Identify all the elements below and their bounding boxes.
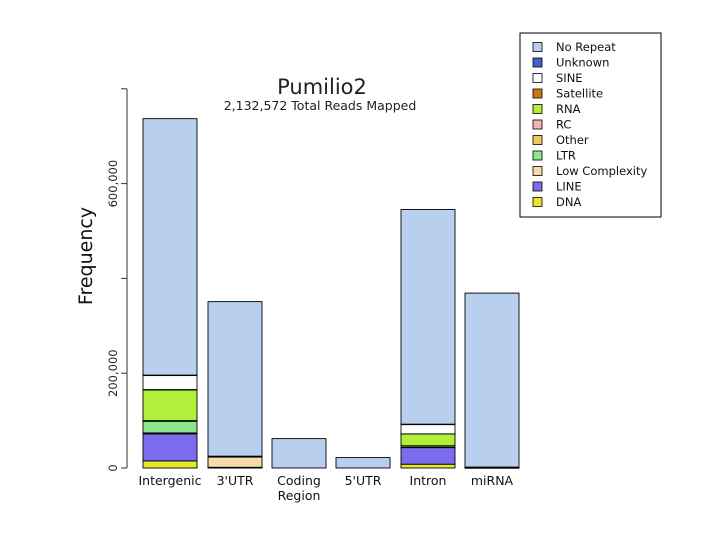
legend-swatch xyxy=(532,166,543,176)
category-label-line2: Region xyxy=(278,488,321,503)
legend-box xyxy=(519,32,662,218)
bar-segment-line xyxy=(142,433,198,462)
legend-label: DNA xyxy=(556,195,581,209)
y-tick-label: 0 xyxy=(106,464,120,471)
legend-label: RNA xyxy=(556,102,581,116)
legend-swatch xyxy=(532,135,543,145)
bar-segment-sine xyxy=(400,423,456,435)
y-axis: 0 200,000 600,000 xyxy=(106,88,128,472)
bar-segment-line xyxy=(400,447,456,465)
category-label: Coding xyxy=(277,473,321,488)
y-tick-label: 200,000 xyxy=(106,349,120,397)
legend-label: RC xyxy=(556,118,571,132)
bar-segment-no-repeat xyxy=(400,208,456,425)
legend-swatch xyxy=(532,119,543,130)
bar-intron xyxy=(400,208,456,469)
bar-segment-no-repeat xyxy=(142,118,198,376)
bar-segment-sine xyxy=(142,374,198,391)
category-label: Intergenic xyxy=(138,473,201,488)
bar-segment-rna xyxy=(400,433,456,447)
bar-coding-region xyxy=(271,438,327,469)
legend-swatch xyxy=(532,73,543,83)
legend-item-sine: SINE xyxy=(532,71,583,85)
legend-swatch xyxy=(532,197,543,207)
bar-segment-dna xyxy=(400,463,456,469)
legend-label: Other xyxy=(556,133,589,147)
legend-swatch xyxy=(532,57,543,68)
chart-subtitle: 2,132,572 Total Reads Mapped xyxy=(224,98,417,113)
bar-intergenic xyxy=(142,118,198,469)
legend-label: LTR xyxy=(556,149,576,163)
legend-swatch xyxy=(532,88,543,99)
legend-label: SINE xyxy=(556,71,583,85)
bars xyxy=(142,118,520,469)
category-label: miRNA xyxy=(471,473,514,488)
bar-segment-no-repeat xyxy=(335,457,391,469)
bar-segment-no-repeat xyxy=(207,301,263,457)
legend-item-low-complexity: Low Complexity xyxy=(532,164,647,178)
legend-swatch xyxy=(532,42,543,52)
bar-mirna xyxy=(464,292,520,469)
category-label: 3'UTR xyxy=(217,473,254,488)
legend-swatch xyxy=(532,104,543,114)
category-label: Intron xyxy=(410,473,447,488)
chart-title: Pumilio2 xyxy=(277,75,367,99)
y-axis-label: Frequency xyxy=(75,207,97,305)
legend-item-satellite: Satellite xyxy=(532,87,603,101)
legend-swatch xyxy=(532,150,543,161)
bar-3-utr xyxy=(207,301,263,469)
bar-segment-rna xyxy=(142,389,198,422)
bar-segment-no-repeat xyxy=(271,438,327,469)
bar-segment-no-repeat xyxy=(464,292,520,468)
legend-label: Unknown xyxy=(556,56,609,70)
bar-segment-low-complexity xyxy=(207,456,263,468)
legend-item-unknown: Unknown xyxy=(532,56,609,70)
legend-item-ltr: LTR xyxy=(532,149,576,163)
legend-label: Low Complexity xyxy=(556,164,647,178)
legend-item-rna: RNA xyxy=(532,102,581,116)
legend-item-other: Other xyxy=(532,133,589,147)
legend-item-dna: DNA xyxy=(532,195,581,209)
legend-label: No Repeat xyxy=(556,40,616,54)
legend-swatch xyxy=(532,181,543,192)
category-label: 5'UTR xyxy=(345,473,382,488)
bar-5-utr xyxy=(335,457,391,469)
legend-label: LINE xyxy=(556,180,582,194)
legend-item-rc: RC xyxy=(532,118,571,132)
bar-segment-ltr xyxy=(142,420,198,434)
legend-item-no-repeat: No Repeat xyxy=(532,40,616,54)
bar-segment-dna xyxy=(142,460,198,469)
legend-label: Satellite xyxy=(556,87,603,101)
legend-item-line: LINE xyxy=(532,180,582,194)
y-tick-label: 600,000 xyxy=(106,160,120,208)
